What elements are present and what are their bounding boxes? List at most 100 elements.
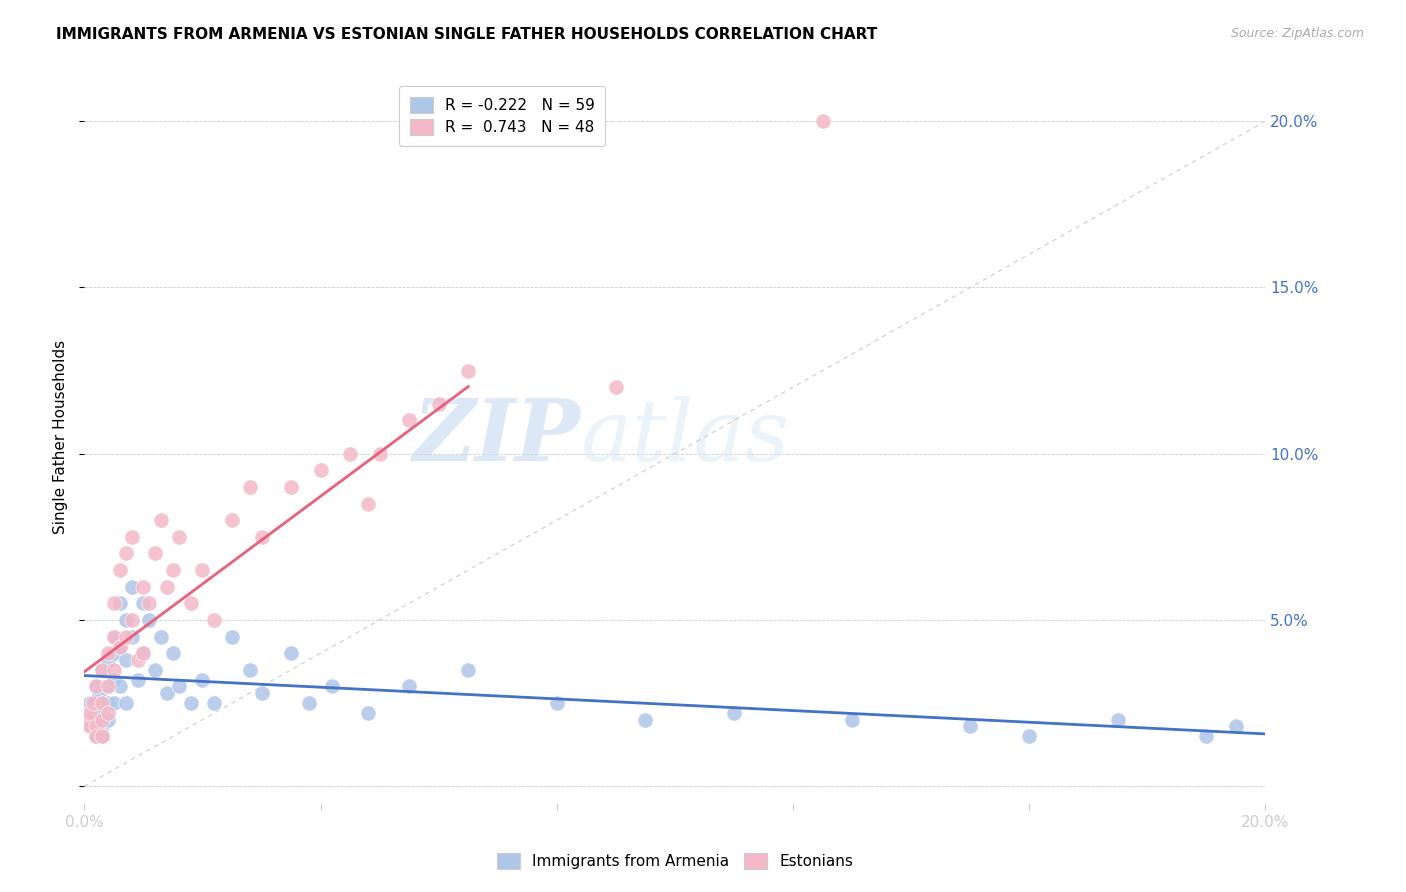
Text: ZIP: ZIP [412, 395, 581, 479]
Point [79, 706, 101, 720]
Point [368, 447, 391, 461]
Point [162, 563, 184, 577]
Point [546, 696, 568, 710]
Point [138, 596, 160, 610]
Point [239, 663, 262, 677]
Point [811, 114, 834, 128]
Point [103, 646, 125, 660]
Point [84, 713, 107, 727]
Point [103, 630, 125, 644]
Point [127, 653, 149, 667]
Point [180, 596, 202, 610]
Point [156, 580, 179, 594]
Point [82, 706, 104, 720]
Point [79, 719, 101, 733]
Point [103, 673, 125, 687]
Point [1195, 729, 1218, 743]
Point [127, 673, 149, 687]
Point [221, 630, 243, 644]
Point [97, 706, 120, 720]
Point [97, 680, 120, 694]
Point [108, 640, 131, 654]
Point [202, 613, 225, 627]
Point [162, 646, 184, 660]
Point [84, 680, 107, 694]
Point [91, 706, 114, 720]
Point [103, 630, 125, 644]
Point [143, 546, 166, 560]
Point [250, 686, 273, 700]
Point [79, 719, 101, 733]
Point [114, 653, 136, 667]
Point [457, 363, 479, 377]
Point [1018, 729, 1040, 743]
Point [114, 630, 136, 644]
Text: Source: ZipAtlas.com: Source: ZipAtlas.com [1230, 27, 1364, 40]
Legend: Immigrants from Armenia, Estonians: Immigrants from Armenia, Estonians [491, 847, 859, 875]
Point [357, 706, 380, 720]
Point [309, 463, 332, 477]
Point [191, 563, 214, 577]
Point [103, 696, 125, 710]
Point [114, 546, 136, 560]
Point [108, 640, 131, 654]
Point [298, 696, 321, 710]
Point [91, 696, 114, 710]
Point [97, 713, 120, 727]
Point [202, 696, 225, 710]
Point [132, 596, 155, 610]
Point [723, 706, 745, 720]
Point [108, 596, 131, 610]
Point [339, 447, 361, 461]
Text: atlas: atlas [581, 396, 790, 478]
Point [97, 653, 120, 667]
Point [91, 729, 114, 743]
Point [97, 680, 120, 694]
Point [84, 729, 107, 743]
Point [280, 646, 302, 660]
Point [250, 530, 273, 544]
Point [121, 530, 143, 544]
Y-axis label: Single Father Households: Single Father Households [52, 340, 67, 534]
Point [132, 646, 155, 660]
Point [959, 719, 981, 733]
Point [191, 673, 214, 687]
Point [91, 663, 114, 677]
Point [91, 729, 114, 743]
Point [167, 680, 190, 694]
Point [150, 630, 173, 644]
Point [121, 613, 143, 627]
Point [156, 686, 179, 700]
Point [84, 680, 107, 694]
Point [1107, 713, 1129, 727]
Point [108, 680, 131, 694]
Point [103, 663, 125, 677]
Point [97, 646, 120, 660]
Point [76, 713, 98, 727]
Point [634, 713, 657, 727]
Point [457, 663, 479, 677]
Point [76, 713, 98, 727]
Point [180, 696, 202, 710]
Point [121, 580, 143, 594]
Point [89, 686, 111, 700]
Point [398, 680, 420, 694]
Point [91, 663, 114, 677]
Point [605, 380, 627, 394]
Point [143, 663, 166, 677]
Point [97, 696, 120, 710]
Point [321, 680, 343, 694]
Point [84, 729, 107, 743]
Point [1225, 719, 1247, 733]
Point [357, 497, 380, 511]
Point [91, 696, 114, 710]
Point [91, 713, 114, 727]
Point [398, 413, 420, 427]
Point [121, 630, 143, 644]
Point [150, 513, 173, 527]
Point [103, 596, 125, 610]
Point [167, 530, 190, 544]
Point [132, 646, 155, 660]
Point [239, 480, 262, 494]
Point [114, 696, 136, 710]
